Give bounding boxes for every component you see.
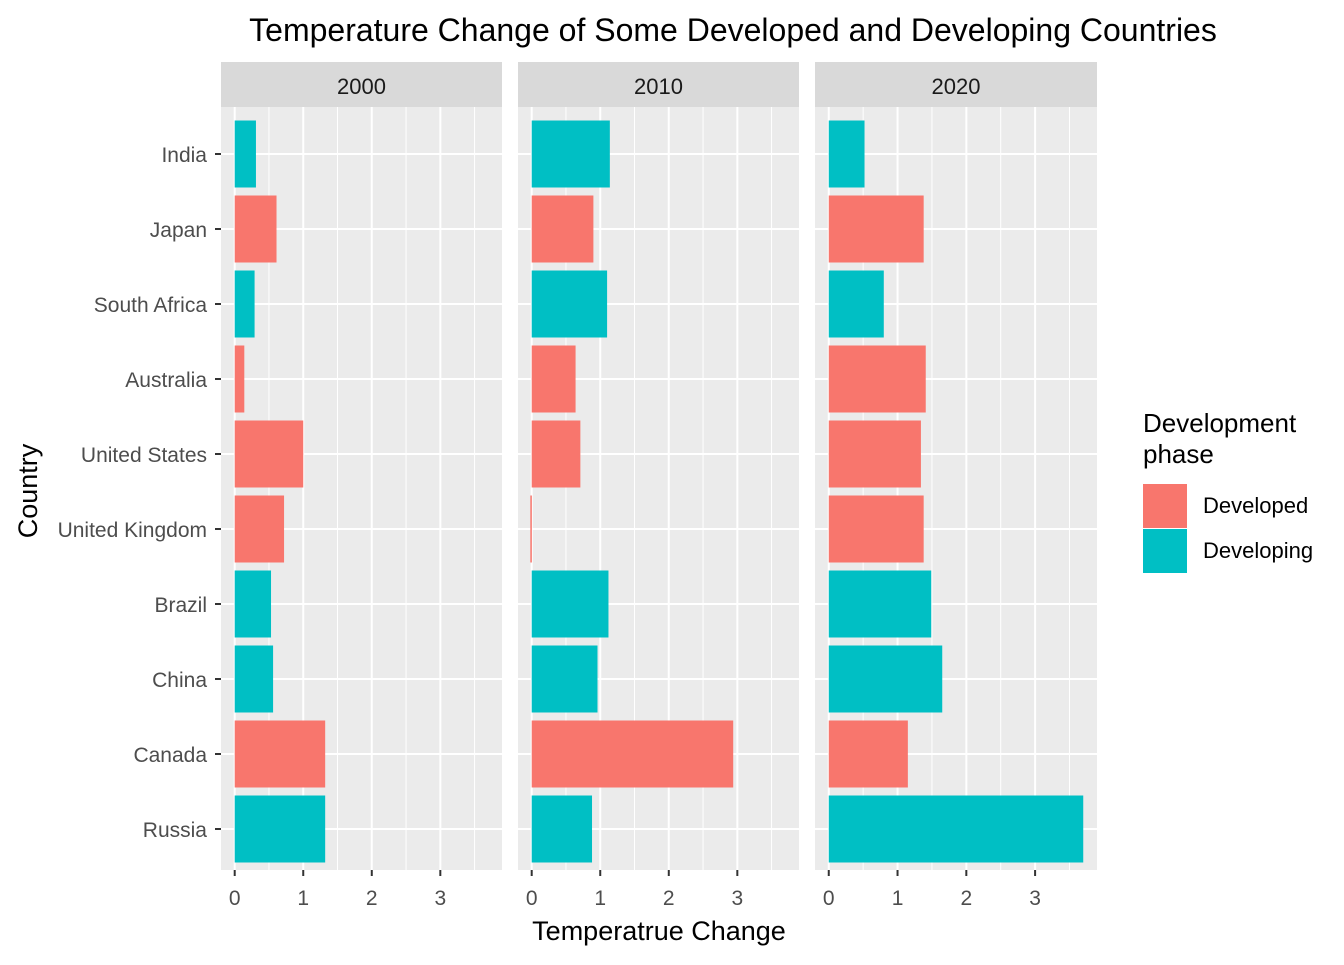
bar-facet-2000-brazil bbox=[234, 570, 272, 638]
bar-facet-2020-canada bbox=[828, 720, 908, 788]
x-axis-title: Temperatrue Change bbox=[532, 916, 786, 946]
facet-2010-x-tick-label: 3 bbox=[731, 887, 743, 910]
bar-facet-2020-united-states bbox=[828, 420, 921, 488]
facet-2020-x-tick-label: 3 bbox=[1029, 887, 1041, 910]
bar-facet-2010-australia bbox=[531, 345, 576, 413]
legend-title-line-1: Development bbox=[1143, 408, 1297, 438]
bar-facet-2000-canada bbox=[234, 720, 326, 788]
bar-facet-2010-japan bbox=[531, 195, 594, 263]
facet-2000-x-tick-label: 2 bbox=[366, 887, 378, 910]
bar-facet-2010-brazil bbox=[531, 570, 609, 638]
bar-facet-2000-united-states bbox=[234, 420, 304, 488]
bar-facet-2020-australia bbox=[828, 345, 926, 413]
bar-facet-2010-china bbox=[531, 645, 598, 713]
facet-2000-strip bbox=[221, 62, 502, 107]
bar-facet-2020-south-africa bbox=[828, 270, 884, 338]
facet-2010-strip-label: 2010 bbox=[634, 74, 683, 99]
bar-facet-2010-russia bbox=[531, 795, 593, 863]
legend-item-developing: Developing bbox=[1143, 529, 1313, 573]
legend-title-line-2: phase bbox=[1143, 439, 1214, 469]
facet-2010-x-tick-label: 1 bbox=[594, 887, 606, 910]
legend-key-developed bbox=[1143, 484, 1187, 528]
chart-title: Temperature Change of Some Developed and… bbox=[249, 12, 1217, 48]
legend-key-developing bbox=[1143, 529, 1187, 573]
legend-label-developed: Developed bbox=[1203, 493, 1309, 518]
facet-2000-x-tick-label: 3 bbox=[434, 887, 446, 910]
facet-2010-strip bbox=[518, 62, 799, 107]
bar-facet-2020-japan bbox=[828, 195, 924, 263]
y-tick-label: Japan bbox=[150, 219, 207, 242]
legend-label-developing: Developing bbox=[1203, 538, 1314, 563]
y-tick-label: Canada bbox=[133, 744, 207, 767]
facet-2020-x-tick-label: 2 bbox=[960, 887, 972, 910]
bar-facet-2010-india bbox=[531, 120, 610, 188]
bar-facet-2020-india bbox=[828, 120, 865, 188]
bar-facet-2020-brazil bbox=[828, 570, 932, 638]
bar-facet-2000-india bbox=[234, 120, 256, 188]
bar-facet-2000-south-africa bbox=[234, 270, 255, 338]
facet-2020-x-tick-label: 1 bbox=[892, 887, 904, 910]
bar-facet-2000-australia bbox=[234, 345, 245, 413]
bar-facet-2010-united-kingdom bbox=[530, 495, 532, 563]
facet-2020-x-tick-label: 0 bbox=[823, 887, 835, 910]
facet-2000-strip-label: 2000 bbox=[337, 74, 386, 99]
facet-2010-x-tick-label: 0 bbox=[526, 887, 538, 910]
y-tick-label: Australia bbox=[125, 369, 207, 392]
legend-item-developed: Developed bbox=[1143, 484, 1308, 528]
facet-2020-strip-label: 2020 bbox=[932, 74, 981, 99]
bar-facet-2020-china bbox=[828, 645, 943, 713]
y-tick-label: China bbox=[152, 669, 207, 692]
y-tick-label: United Kingdom bbox=[58, 519, 207, 542]
bar-facet-2020-russia bbox=[828, 795, 1084, 863]
bar-facet-2000-china bbox=[234, 645, 274, 713]
bar-facet-2000-united-kingdom bbox=[234, 495, 285, 563]
facet-2010-x-tick-label: 2 bbox=[663, 887, 675, 910]
facet-2000-x-tick-label: 1 bbox=[297, 887, 309, 910]
bar-facet-2010-canada bbox=[531, 720, 734, 788]
facet-2020-strip bbox=[815, 62, 1097, 107]
y-axis-title: Country bbox=[13, 443, 43, 538]
bar-facet-2000-russia bbox=[234, 795, 326, 863]
facet-2000-x-tick-label: 0 bbox=[229, 887, 241, 910]
bar-facet-2000-japan bbox=[234, 195, 277, 263]
y-tick-label: Brazil bbox=[154, 594, 207, 617]
bar-facet-2010-united-states bbox=[531, 420, 581, 488]
legend-title: Development phase bbox=[1143, 408, 1296, 470]
y-tick-label: India bbox=[161, 144, 207, 167]
y-tick-label: United States bbox=[81, 444, 207, 467]
y-tick-label: South Africa bbox=[94, 294, 208, 317]
y-tick-label: Russia bbox=[143, 819, 208, 842]
bar-facet-2010-south-africa bbox=[531, 270, 608, 338]
bar-facet-2020-united-kingdom bbox=[828, 495, 924, 563]
